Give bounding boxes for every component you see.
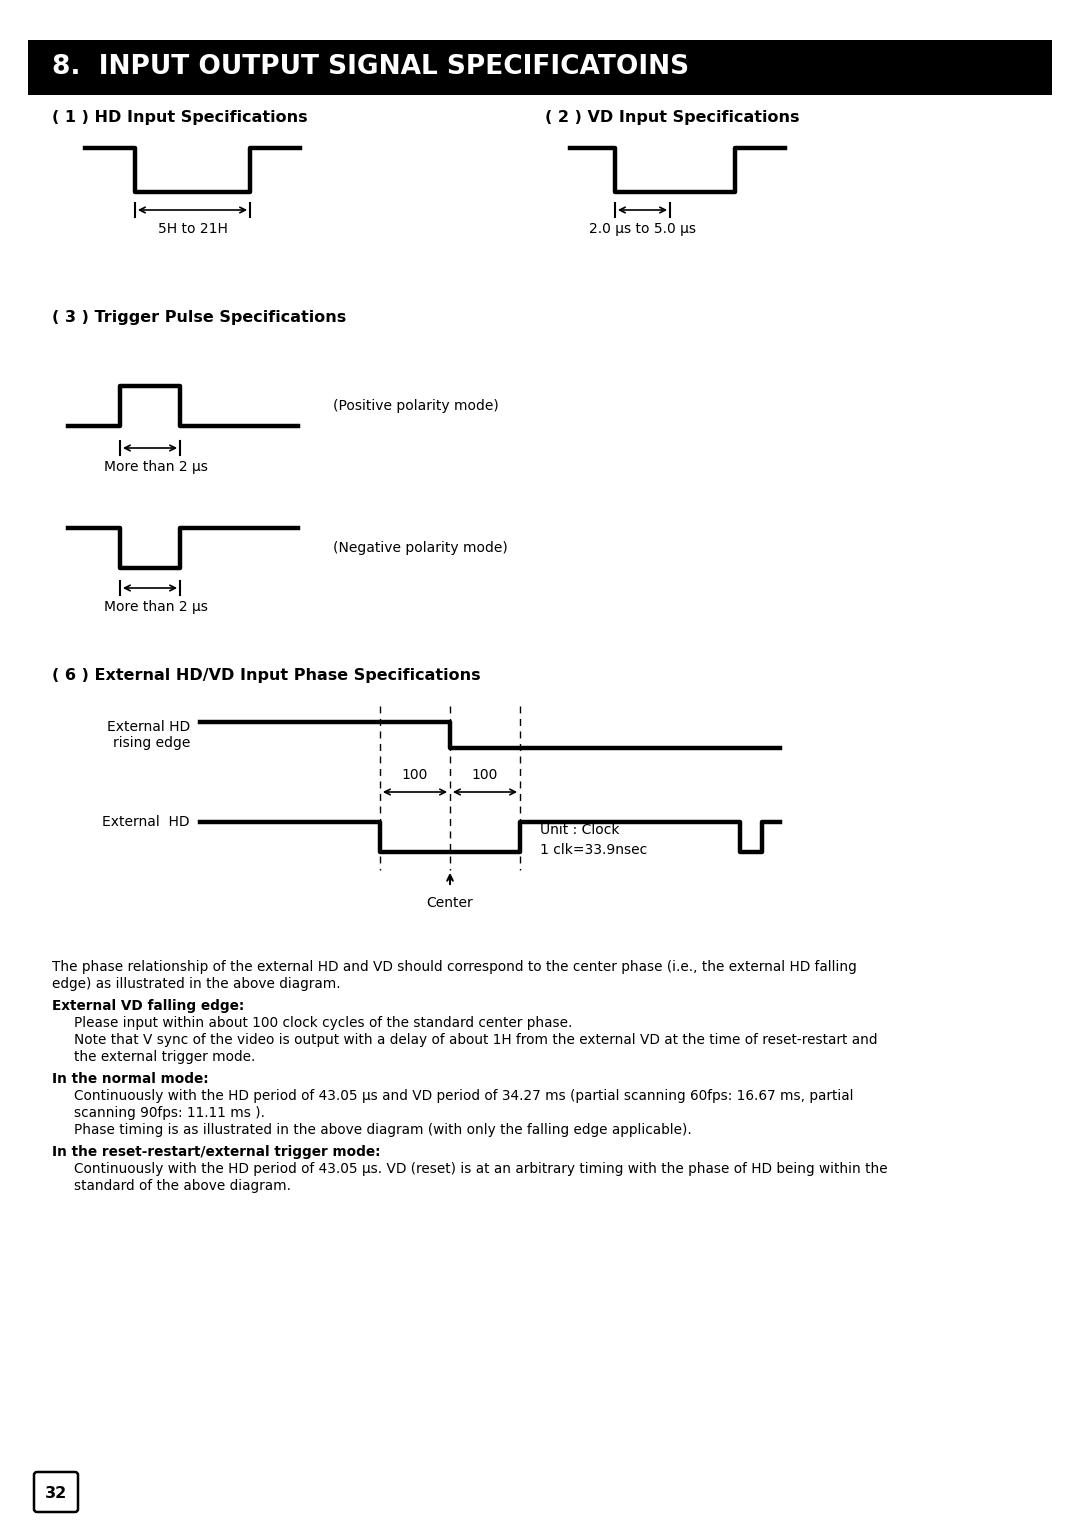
Text: 100: 100 [402,768,428,781]
Text: ( 6 ) External HD/VD Input Phase Specifications: ( 6 ) External HD/VD Input Phase Specifi… [52,668,481,683]
Text: ( 1 ) HD Input Specifications: ( 1 ) HD Input Specifications [52,110,308,125]
FancyBboxPatch shape [33,1472,78,1512]
Text: 2.0 μs to 5.0 μs: 2.0 μs to 5.0 μs [589,222,696,235]
Text: In the reset-restart/external trigger mode:: In the reset-restart/external trigger mo… [52,1145,380,1159]
Text: The phase relationship of the external HD and VD should correspond to the center: The phase relationship of the external H… [52,960,856,974]
Text: More than 2 μs: More than 2 μs [104,460,207,474]
Text: ( 2 ) VD Input Specifications: ( 2 ) VD Input Specifications [545,110,799,125]
Text: Continuously with the HD period of 43.05 μs and VD period of 34.27 ms (partial s: Continuously with the HD period of 43.05… [75,1089,853,1102]
Text: 100: 100 [472,768,498,781]
Text: Center: Center [427,896,473,910]
Text: Continuously with the HD period of 43.05 μs. VD (reset) is at an arbitrary timin: Continuously with the HD period of 43.05… [75,1162,888,1176]
Text: More than 2 μs: More than 2 μs [104,599,207,615]
Text: scanning 90fps: 11.11 ms ).: scanning 90fps: 11.11 ms ). [75,1105,265,1121]
Bar [28,40,1052,95]
Text: External VD falling edge:: External VD falling edge: [52,998,244,1014]
Text: (Positive polarity mode): (Positive polarity mode) [333,399,499,413]
Text: 8.  INPUT OUTPUT SIGNAL SPECIFICATOINS: 8. INPUT OUTPUT SIGNAL SPECIFICATOINS [52,55,689,81]
Text: the external trigger mode.: the external trigger mode. [75,1050,255,1064]
Text: In the normal mode:: In the normal mode: [52,1072,208,1086]
Text: edge) as illustrated in the above diagram.: edge) as illustrated in the above diagra… [52,977,340,991]
Text: Unit : Clock
1 clk=33.9nsec: Unit : Clock 1 clk=33.9nsec [540,823,647,856]
Text: Please input within about 100 clock cycles of the standard center phase.: Please input within about 100 clock cycl… [75,1015,572,1031]
Text: standard of the above diagram.: standard of the above diagram. [75,1179,291,1193]
Text: 5H to 21H: 5H to 21H [158,222,228,235]
Text: External HD
rising edge: External HD rising edge [107,720,190,751]
Text: ( 3 ) Trigger Pulse Specifications: ( 3 ) Trigger Pulse Specifications [52,310,347,326]
Text: 32: 32 [45,1486,67,1500]
Text: External  HD: External HD [103,815,190,829]
Text: (Negative polarity mode): (Negative polarity mode) [333,541,508,555]
Text: Phase timing is as illustrated in the above diagram (with only the falling edge : Phase timing is as illustrated in the ab… [75,1122,692,1138]
Text: Note that V sync of the video is output with a delay of about 1H from the extern: Note that V sync of the video is output … [75,1034,877,1047]
